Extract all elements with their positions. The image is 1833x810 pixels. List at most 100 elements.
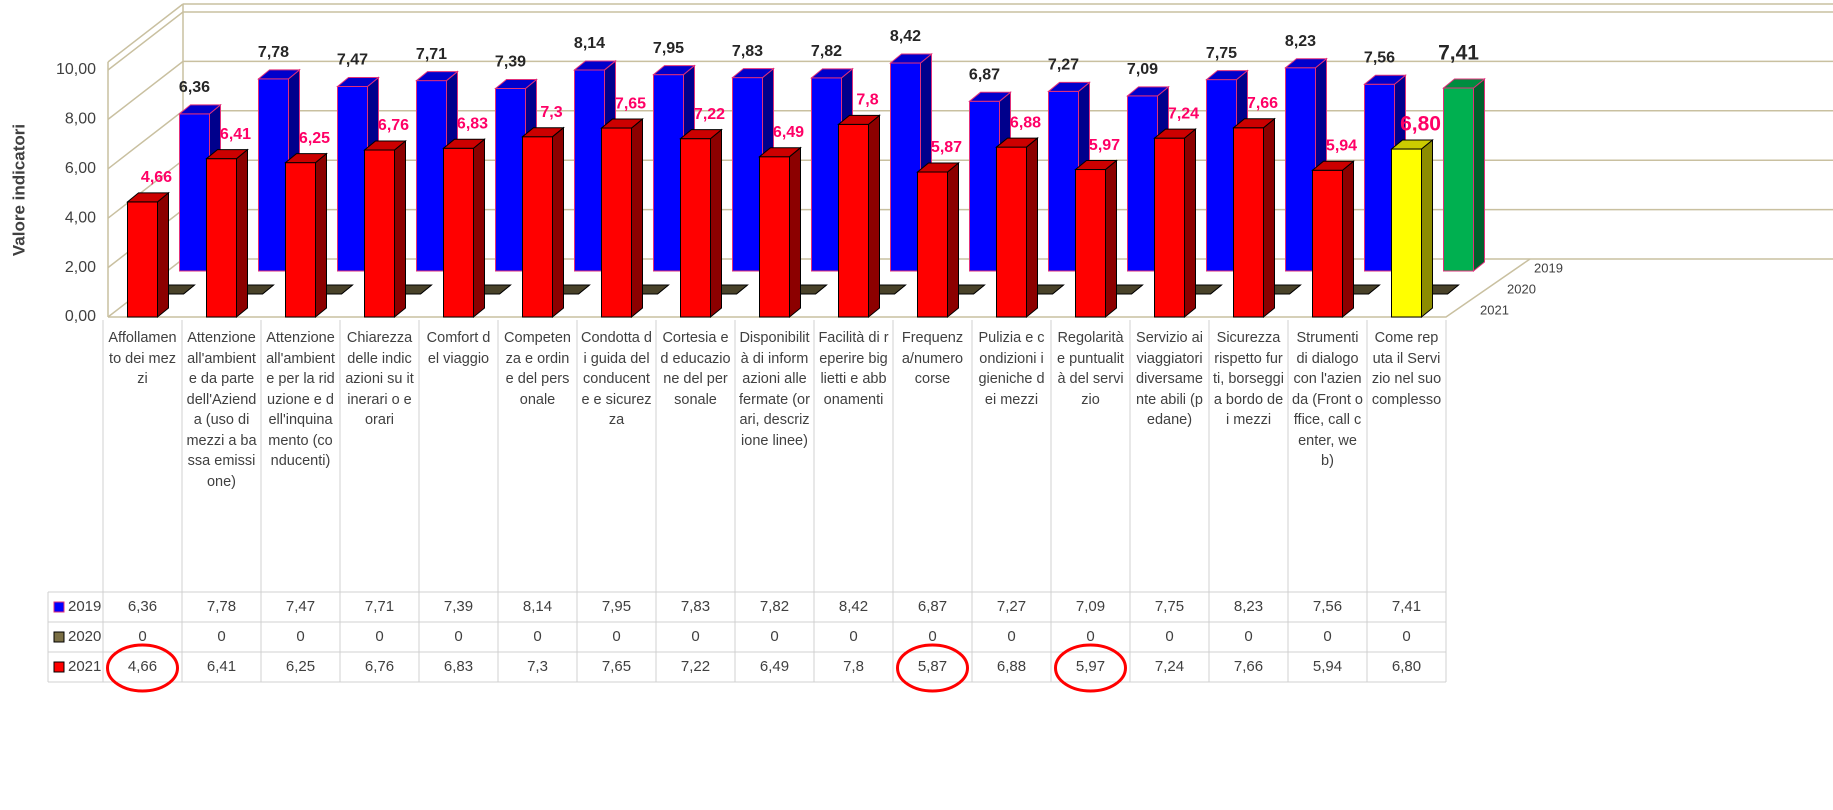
table-value: 0 (1323, 628, 1331, 645)
table-value: 7,66 (1234, 658, 1263, 675)
y-tick-label: 0,00 (65, 308, 96, 325)
bar-front (732, 77, 763, 272)
highlight-circle (896, 643, 969, 693)
table-value: 0 (533, 628, 541, 645)
bar-side (315, 152, 327, 319)
table-value: 5,87 (918, 658, 947, 675)
bar-side (1184, 128, 1196, 319)
bar-front (127, 201, 158, 318)
data-label: 8,23 (1285, 33, 1316, 50)
legend-label: 2021 (68, 658, 101, 675)
data-label: 6,87 (969, 67, 1000, 84)
bar-side (1263, 117, 1275, 319)
data-label: 7,56 (1364, 49, 1395, 66)
table-value: 7,65 (602, 658, 631, 675)
bar-side (157, 191, 169, 319)
category-label: Frequenza/numero corse (901, 330, 964, 387)
bar-side (473, 138, 485, 319)
category-label: Pulizia e condizioni igieniche dei mezzi (978, 330, 1045, 408)
depth-label: 2020 (1507, 281, 1536, 296)
bar-top (1284, 58, 1328, 69)
bar-top (1047, 81, 1091, 92)
bar-front (969, 100, 1000, 272)
bar-top (573, 60, 617, 71)
bar-top (1311, 160, 1355, 171)
data-label: 7,71 (416, 46, 447, 63)
table-value: 6,87 (918, 598, 947, 615)
table-value: 8,23 (1234, 598, 1263, 615)
data-label: 5,94 (1326, 138, 1357, 155)
category-label: Affollamento dei mezzi (108, 330, 177, 387)
bar-side (1473, 77, 1485, 273)
data-label: 7,22 (694, 106, 725, 123)
bar-side (1342, 160, 1354, 319)
legend-key (53, 631, 65, 643)
bar-side (947, 161, 959, 319)
bar-top (837, 114, 881, 125)
bar (1390, 138, 1434, 319)
bar-top (1390, 139, 1434, 150)
bar-front (1233, 127, 1264, 318)
legend-key (53, 601, 65, 613)
table-value: 7,95 (602, 598, 631, 615)
bar-top (205, 149, 249, 160)
bar-top (600, 118, 644, 129)
data-label: 7,65 (615, 95, 646, 112)
bar (1311, 160, 1355, 319)
y-tick-label: 10,00 (56, 61, 96, 78)
bar (758, 146, 802, 319)
legend-key (53, 661, 65, 673)
bar-front (574, 69, 605, 272)
table-value: 0 (296, 628, 304, 645)
table-value: 6,76 (365, 658, 394, 675)
table-value: 0 (1165, 628, 1173, 645)
category-label: Chiarezza delle indicazioni su itinerari… (345, 330, 414, 428)
data-label: 6,76 (378, 117, 409, 134)
bar-top (810, 68, 854, 79)
bar (1153, 128, 1197, 319)
bar (442, 138, 486, 319)
table-value: 0 (217, 628, 225, 645)
table-value: 7,78 (207, 598, 236, 615)
bar-side (552, 126, 564, 319)
bar-top (442, 138, 486, 149)
bar-front (1154, 137, 1185, 318)
bar-top (968, 91, 1012, 102)
bar-top (284, 153, 328, 164)
bar-top (363, 140, 407, 151)
y-tick-label: 6,00 (65, 160, 96, 177)
bar (1442, 77, 1486, 273)
bar-side (1421, 138, 1433, 319)
bar-top (995, 137, 1039, 148)
bar-top (415, 71, 459, 82)
bar-top (126, 192, 170, 203)
bar (1074, 159, 1118, 319)
bar-front (416, 80, 447, 272)
depth-label: 2019 (1534, 260, 1563, 275)
floor-edge (108, 258, 1531, 318)
category-label: Attenzione all'ambiente per la riduzione… (266, 330, 335, 469)
bar-front (1443, 87, 1474, 272)
table-value: 7,83 (681, 598, 710, 615)
category-label: Comfort del viaggio (426, 330, 491, 367)
highlight-circle (106, 643, 179, 693)
y-tick-label: 4,00 (65, 209, 96, 226)
y-axis-title: Valore indicatori (9, 124, 28, 256)
bar-front (285, 162, 316, 318)
table-value: 6,80 (1392, 658, 1421, 675)
data-label: 6,88 (1010, 114, 1041, 131)
data-label: 7,8 (856, 92, 878, 109)
bar (521, 126, 565, 319)
data-label: 6,83 (457, 116, 488, 133)
bar-side (789, 146, 801, 319)
bar-front (206, 158, 237, 318)
data-label: 7,3 (540, 104, 562, 121)
data-label: 7,27 (1048, 57, 1079, 74)
data-label: 7,24 (1168, 105, 1199, 122)
table-value: 6,83 (444, 658, 473, 675)
bar-top (257, 69, 301, 80)
table-value: 8,42 (839, 598, 868, 615)
data-label: 5,97 (1089, 137, 1120, 154)
y-tick-label: 2,00 (65, 259, 96, 276)
